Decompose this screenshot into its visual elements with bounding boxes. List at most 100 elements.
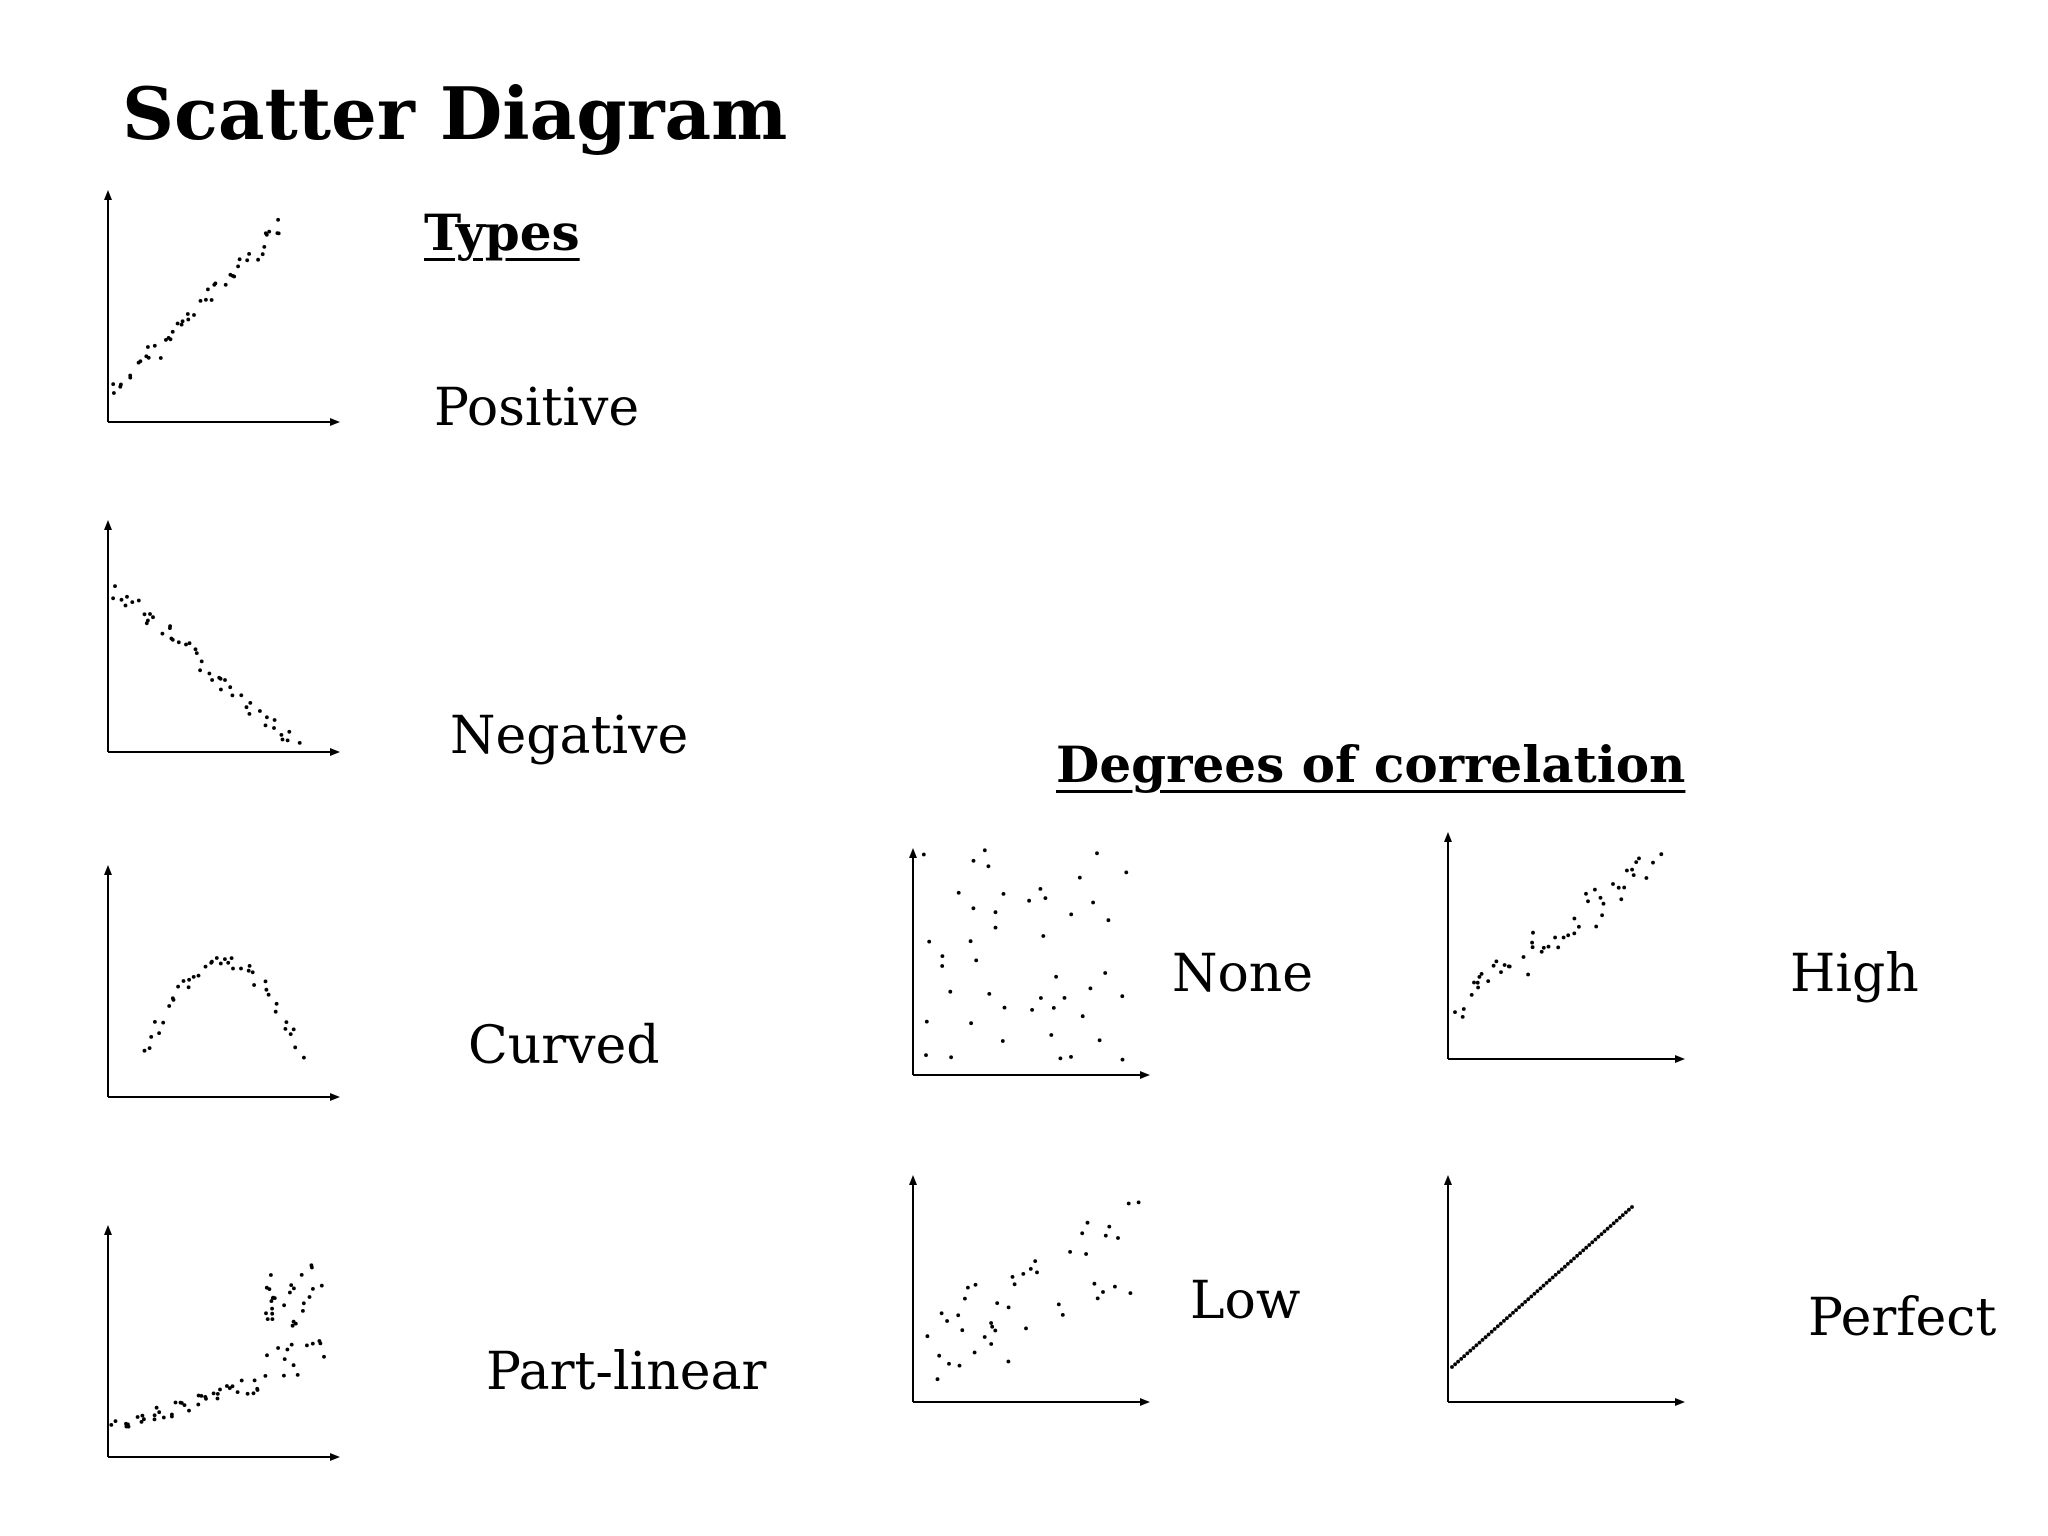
scatter-dot [307, 1295, 312, 1299]
scatter-dot [1499, 970, 1503, 974]
scatter-dot [282, 1303, 286, 1308]
scatter-dot [1453, 1010, 1457, 1014]
x-axis-arrow [1140, 1398, 1150, 1406]
scatter-dot [161, 1020, 166, 1025]
scatter-dot [209, 298, 214, 302]
scatter-dot [1506, 964, 1511, 969]
scatter-dot [1062, 996, 1067, 1000]
scatter-dot [319, 1283, 324, 1288]
scatter-dot [1578, 1251, 1582, 1255]
scatter-dot [1469, 993, 1474, 997]
low-label: Low [1190, 1271, 1301, 1331]
scatter-dot [1136, 1200, 1141, 1205]
scatter-dot [301, 1301, 306, 1306]
scatter-dot [1630, 1205, 1634, 1209]
scatter-dot [251, 1391, 256, 1396]
scatter-dot [995, 1301, 1000, 1305]
scatter-dot [164, 338, 168, 342]
scatter-dot [113, 1419, 118, 1423]
scatter-dot [245, 258, 250, 263]
scatter-dot [310, 1341, 315, 1346]
scatter-dot [283, 1027, 288, 1031]
scatter-dot [1539, 949, 1544, 954]
low-plot [909, 1175, 1150, 1406]
scatter-dot [1456, 1359, 1460, 1364]
scatter-dot [1541, 1283, 1546, 1288]
scatter-dot [957, 1363, 962, 1368]
scatter-dot [157, 1410, 162, 1415]
scatter-dot [1587, 1243, 1592, 1247]
scatter-dot [223, 282, 228, 287]
scatter-dot [140, 1413, 145, 1418]
scatter-dot [285, 738, 290, 743]
scatter-dot [1511, 1310, 1515, 1315]
scatter-dot [176, 640, 181, 645]
scatter-dot [1598, 895, 1603, 900]
scatter-dot [112, 391, 116, 395]
scatter-dot [921, 852, 926, 857]
scatter-dot [196, 1393, 201, 1398]
scatter-dot [181, 979, 186, 983]
scatter-dot [1477, 1340, 1482, 1345]
scatter-dot [1547, 1278, 1552, 1283]
scatter-dot [1021, 1272, 1026, 1276]
scatter-dot [1505, 1316, 1509, 1321]
scatter-dot [135, 1415, 140, 1419]
scatter-dot [199, 1394, 204, 1398]
scatter-dot [148, 612, 152, 616]
scatter-dot [968, 939, 973, 944]
scatter-dot [209, 960, 214, 965]
scatter-dot [194, 651, 199, 655]
scatter-dot [223, 678, 227, 682]
scatter-dot [971, 906, 976, 911]
scatter-dot [210, 678, 214, 682]
scatter-dot [180, 319, 185, 324]
scatter-dot [1590, 1240, 1595, 1245]
scatter-dot [1489, 1329, 1494, 1334]
scatter-dot [247, 252, 252, 256]
scatter-dot [228, 685, 233, 690]
scatter-dot [1041, 934, 1046, 938]
scatter-dot [1517, 1305, 1521, 1310]
y-axis-arrow [909, 848, 917, 858]
scatter-dot [1627, 1207, 1631, 1212]
scatter-dot [138, 359, 143, 364]
scatter-dot [1608, 1224, 1613, 1228]
scatter-dot [118, 384, 123, 389]
scatter-dot [1559, 1267, 1564, 1272]
scatter-dot [193, 647, 198, 652]
scatter-dot [1498, 1321, 1503, 1326]
scatter-dot [152, 1413, 157, 1418]
scatter-dot [187, 977, 191, 982]
perfect-plot [1444, 1175, 1685, 1406]
scatter-dot [230, 1384, 235, 1389]
scatter-dot [1058, 1056, 1063, 1061]
scatter-dot [1116, 1236, 1120, 1240]
scatter-dot [1085, 1220, 1090, 1225]
scatter-dot [1541, 945, 1546, 950]
scatter-dot [963, 1296, 967, 1301]
scatter-dot [993, 1328, 998, 1333]
scatter-dot [1624, 1210, 1628, 1215]
scatter-dot [1630, 867, 1634, 872]
scatter-dot [1577, 924, 1581, 929]
scatter-dot [214, 956, 219, 960]
scatter-dot [158, 356, 163, 360]
x-axis-arrow [1675, 1398, 1685, 1406]
scatter-dot [948, 989, 953, 994]
perfect-label: Perfect [1808, 1288, 1997, 1348]
scatter-dot [125, 594, 129, 599]
scatter-dot [1069, 1055, 1073, 1059]
scatter-dot [1521, 955, 1526, 959]
scatter-dot [239, 693, 244, 698]
scatter-dot [1651, 860, 1655, 865]
scatter-dot [1091, 900, 1095, 905]
scatter-dot [280, 737, 285, 742]
scatter-dot [293, 1045, 298, 1050]
scatter-dot [1039, 996, 1043, 1000]
scatter-dot [256, 257, 260, 262]
scatter-dot [267, 229, 272, 234]
scatter-dot [982, 1335, 987, 1339]
scatter-dot [186, 985, 191, 990]
scatter-dot [1575, 1253, 1579, 1258]
